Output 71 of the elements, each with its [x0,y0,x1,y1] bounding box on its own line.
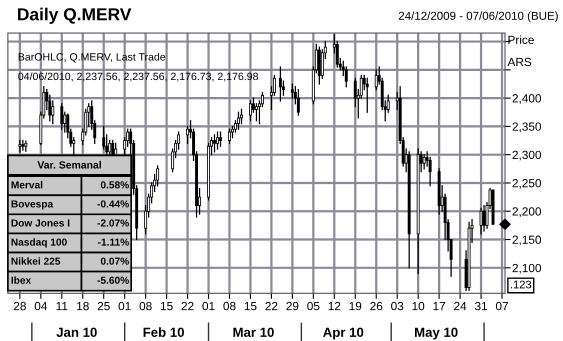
x-tick-label: 28 [14,302,26,310]
x-tick-label: 26 [370,302,382,310]
annotation: -2.07% [97,219,129,227]
annotation: Ibex [12,276,32,284]
x-tick-label: 07 [496,302,508,310]
x2-tick-label: Feb 10 [144,327,184,337]
candlestick [422,154,426,170]
y-tick-label: 2,250 [512,179,542,189]
x-tick-label: 19 [350,302,362,310]
x2-tick-label: May 10 [415,328,458,340]
candlestick [219,131,222,147]
candlestick [254,103,258,122]
x2-tick-label: Mar 10 [233,328,274,337]
x-tick-label: 31 [474,302,488,310]
annotation: Merval [12,180,42,188]
x-tick-label: 03 [391,302,404,310]
x-tick-label: 22 [182,302,194,310]
text: .123 [510,280,532,288]
y-tick-label: 2,400 [512,94,542,104]
x2-tick-label: Apr 10 [323,328,364,340]
chart-title: Daily Q.MERV [18,8,132,24]
annotation: Bovespa [12,200,54,210]
x-tick-label: 25 [98,302,110,310]
candlestick [21,140,24,151]
candlestick [480,208,483,234]
x-tick-label: 15 [160,302,173,310]
x-tick-label: 15 [244,302,257,310]
y-tick-label: 2,150 [512,236,542,246]
annotation: Var. Semanal [37,160,101,169]
x-tick-label: 08 [223,302,236,310]
x-tick-label: 04 [34,302,48,310]
x-tick-label: 08 [140,302,152,310]
annotation: 0.58% [100,181,129,188]
annotation: -1.11% [98,238,129,246]
x-tick-label: 12 [328,302,340,310]
candlestick [213,134,216,152]
x-tick-label: 01 [118,302,131,310]
y-tick-label: 2,350 [512,122,542,132]
x-tick-label: 05 [307,302,320,310]
x-tick-label: 01 [202,302,215,310]
y-axis-title: Price ARS [508,35,534,66]
x2-tick-label: Jan 10 [56,328,97,337]
x-tick-label: 18 [77,302,89,310]
candlestick [237,112,240,130]
annotation: Dow Jones I [12,220,70,227]
x-tick-label: 10 [412,302,424,310]
y-tick-label: 2,200 [512,207,542,218]
x-tick-label: 29 [286,302,298,310]
annotation: BarOHLC, Q.MERV, Last Trade [18,52,166,63]
candlestick [216,131,219,150]
annotation: -5.60% [97,276,129,284]
annotation: Nasdaq 100 [12,238,67,248]
annotation: 04/06/2010, 2,237.56, 2,237.56, 2,176.73, 2,176.98 [18,72,258,82]
annotation: -0.44% [97,200,129,208]
x-tick-label: 22 [265,302,278,310]
candlestick [296,89,300,116]
candlestick [248,100,252,122]
candlestick [18,140,22,152]
y-tick-label: 2,300 [512,150,542,160]
x-tick-label: 17 [433,302,446,310]
candlestick [278,66,282,102]
annotation: Nikkei 225 [12,257,60,265]
x-tick-label: 11 [56,302,68,310]
x-tick-label: 24 [454,302,466,310]
annotation: 0.07% [100,258,129,265]
text: 24/12/2009 - 07/06/2010 (BUE) [398,11,558,22]
y-tick-label: 2,100 [512,264,542,274]
candlestick [228,128,231,144]
candlestick [24,140,28,152]
candlestick [482,204,486,232]
candlestick [60,103,64,130]
